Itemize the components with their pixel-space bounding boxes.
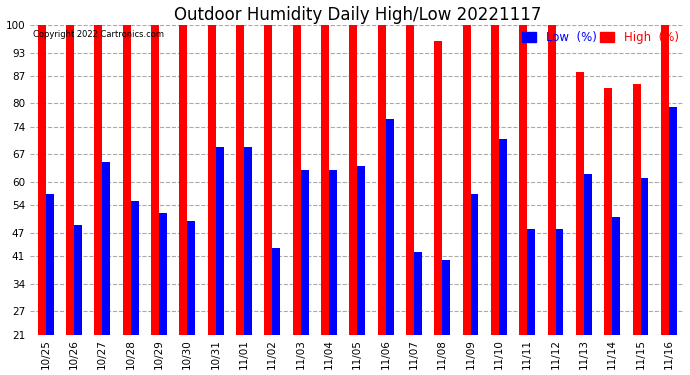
Bar — [187, 221, 195, 334]
Bar — [555, 229, 564, 334]
Bar — [576, 72, 584, 334]
Title: Outdoor Humidity Daily High/Low 20221117: Outdoor Humidity Daily High/Low 20221117 — [174, 6, 541, 24]
Bar — [293, 25, 301, 334]
Bar — [179, 25, 187, 334]
Bar — [442, 260, 450, 334]
Bar — [301, 170, 308, 334]
Bar — [669, 107, 677, 334]
Text: Copyright 2022 Cartronics.com: Copyright 2022 Cartronics.com — [33, 30, 164, 39]
Bar — [584, 174, 592, 334]
Bar — [123, 25, 130, 334]
Bar — [151, 25, 159, 334]
Bar — [102, 162, 110, 334]
Bar — [527, 229, 535, 334]
Bar — [640, 178, 649, 334]
Bar — [236, 25, 244, 334]
Bar — [244, 147, 252, 334]
Bar — [661, 25, 669, 334]
Bar — [414, 252, 422, 334]
Bar — [46, 194, 54, 334]
Bar — [633, 84, 640, 334]
Legend: Low  (%), High  (%): Low (%), High (%) — [518, 26, 683, 49]
Bar — [329, 170, 337, 334]
Bar — [386, 119, 393, 334]
Bar — [66, 25, 74, 334]
Bar — [130, 201, 139, 334]
Bar — [357, 166, 365, 334]
Bar — [520, 25, 527, 334]
Bar — [491, 25, 499, 334]
Bar — [208, 25, 215, 334]
Bar — [264, 25, 273, 334]
Bar — [95, 25, 102, 334]
Bar — [462, 25, 471, 334]
Bar — [273, 248, 280, 334]
Bar — [349, 25, 357, 334]
Bar — [215, 147, 224, 334]
Bar — [321, 25, 329, 334]
Bar — [548, 25, 555, 334]
Bar — [434, 41, 442, 334]
Bar — [38, 25, 46, 334]
Bar — [377, 25, 386, 334]
Bar — [499, 139, 507, 334]
Bar — [612, 217, 620, 334]
Bar — [406, 25, 414, 334]
Bar — [159, 213, 167, 334]
Bar — [471, 194, 478, 334]
Bar — [604, 88, 612, 334]
Bar — [74, 225, 82, 334]
